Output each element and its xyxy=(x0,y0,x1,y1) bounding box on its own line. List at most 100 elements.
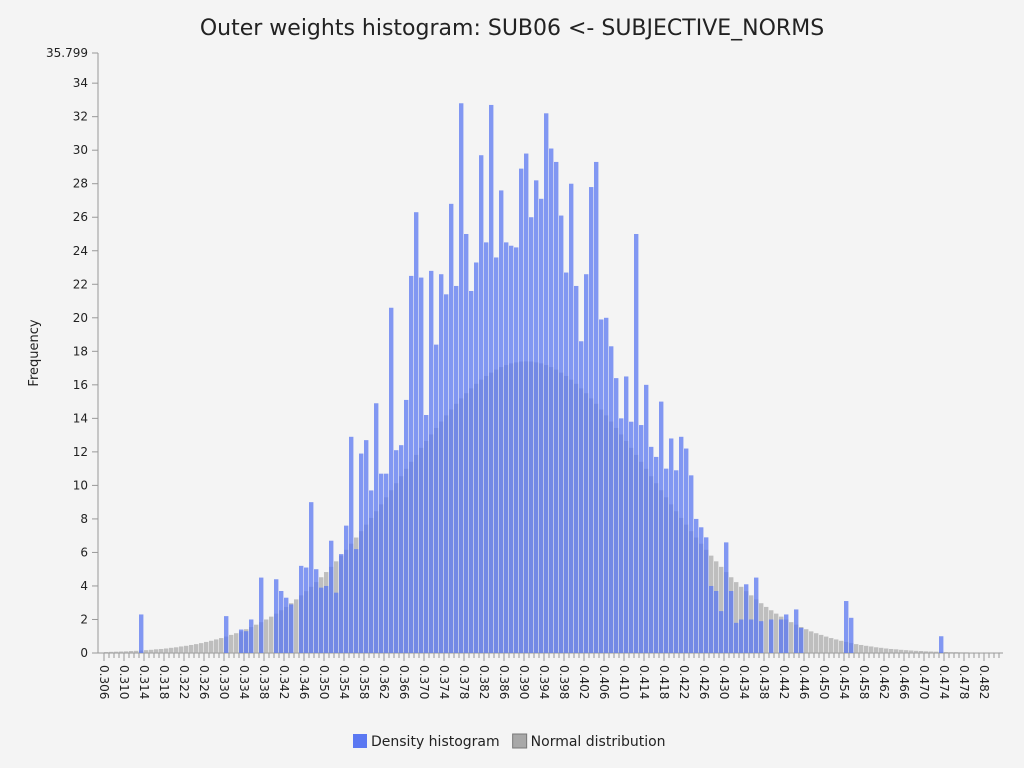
bar xyxy=(209,640,214,653)
y-tick-label: 4 xyxy=(80,579,88,593)
x-tick-label: 0.350 xyxy=(317,665,331,699)
x-tick-label: 0.306 xyxy=(97,665,111,699)
bar xyxy=(484,242,489,653)
x-tick-label: 0.366 xyxy=(397,665,411,699)
bar xyxy=(539,198,544,653)
bar xyxy=(534,180,539,654)
bar xyxy=(624,376,629,653)
bar xyxy=(859,644,864,653)
bar xyxy=(359,453,364,653)
x-tick-label: 0.310 xyxy=(117,665,131,699)
bar xyxy=(764,606,769,653)
y-tick-label: 8 xyxy=(80,512,88,526)
x-tick-label: 0.390 xyxy=(517,665,531,699)
x-tick-label: 0.322 xyxy=(177,665,191,699)
bar xyxy=(544,113,549,653)
x-tick-label: 0.450 xyxy=(817,665,831,699)
bar xyxy=(554,161,559,653)
bar xyxy=(899,649,904,653)
bar xyxy=(974,652,979,653)
bar xyxy=(494,257,499,653)
bar xyxy=(504,242,509,653)
bar xyxy=(579,341,584,653)
x-tick-label: 0.318 xyxy=(157,665,171,699)
bar xyxy=(979,652,984,653)
bar xyxy=(189,644,194,653)
bar xyxy=(734,622,739,653)
bar xyxy=(474,262,479,653)
bar xyxy=(509,245,514,653)
bar xyxy=(404,399,409,653)
bar xyxy=(964,652,969,653)
bar xyxy=(379,473,384,653)
x-tick-label: 0.478 xyxy=(957,665,971,699)
bar xyxy=(594,161,599,653)
bar xyxy=(299,565,304,653)
bar xyxy=(884,648,889,653)
bar xyxy=(609,346,614,653)
bar xyxy=(694,518,699,653)
bar xyxy=(929,651,934,653)
bar xyxy=(949,652,954,653)
bar xyxy=(349,436,354,653)
y-tick-label: 35.799 xyxy=(46,46,88,60)
bar xyxy=(104,651,109,653)
bar xyxy=(779,619,784,653)
bar xyxy=(314,569,319,653)
y-tick-label: 22 xyxy=(73,277,88,291)
bar xyxy=(939,636,944,653)
bar xyxy=(294,599,299,653)
bar xyxy=(344,525,349,653)
x-tick-label: 0.378 xyxy=(457,665,471,699)
bar xyxy=(224,616,229,653)
x-tick-label: 0.402 xyxy=(577,665,591,699)
bar xyxy=(194,644,199,653)
bar xyxy=(599,319,604,653)
legend-swatch xyxy=(512,733,528,749)
bar xyxy=(784,614,789,653)
bar xyxy=(229,634,234,653)
x-tick-label: 0.338 xyxy=(257,665,271,699)
legend-label: Density histogram xyxy=(371,734,500,750)
x-tick-label: 0.466 xyxy=(897,665,911,699)
bar xyxy=(814,633,819,653)
bar xyxy=(479,155,484,653)
x-tick-label: 0.442 xyxy=(777,665,791,699)
bar xyxy=(214,639,219,653)
x-tick-label: 0.398 xyxy=(557,665,571,699)
bar xyxy=(174,647,179,653)
bar xyxy=(829,638,834,653)
bar xyxy=(454,285,459,653)
bar xyxy=(869,646,874,653)
bar xyxy=(854,644,859,653)
bar xyxy=(559,215,564,653)
bar xyxy=(944,651,949,653)
bar xyxy=(564,272,569,653)
bar xyxy=(574,285,579,653)
bar xyxy=(894,649,899,653)
bar xyxy=(414,212,419,653)
bar xyxy=(629,421,634,653)
y-tick-label: 10 xyxy=(73,478,88,492)
bar xyxy=(839,640,844,653)
bar xyxy=(354,549,359,653)
x-tick-label: 0.446 xyxy=(797,665,811,699)
bar xyxy=(924,651,929,653)
bar xyxy=(409,275,414,653)
bar xyxy=(434,344,439,653)
bar xyxy=(269,616,274,653)
y-tick-label: 6 xyxy=(80,545,88,559)
y-tick-label: 12 xyxy=(73,445,88,459)
x-tick-label: 0.326 xyxy=(197,665,211,699)
bar xyxy=(824,636,829,653)
bar xyxy=(399,445,404,653)
bar xyxy=(834,639,839,653)
bar xyxy=(159,648,164,653)
bar xyxy=(524,153,529,653)
bar xyxy=(754,577,759,653)
bar xyxy=(589,187,594,654)
bar xyxy=(199,643,204,653)
legend-swatch xyxy=(353,734,367,748)
y-tick-label: 32 xyxy=(73,110,88,124)
